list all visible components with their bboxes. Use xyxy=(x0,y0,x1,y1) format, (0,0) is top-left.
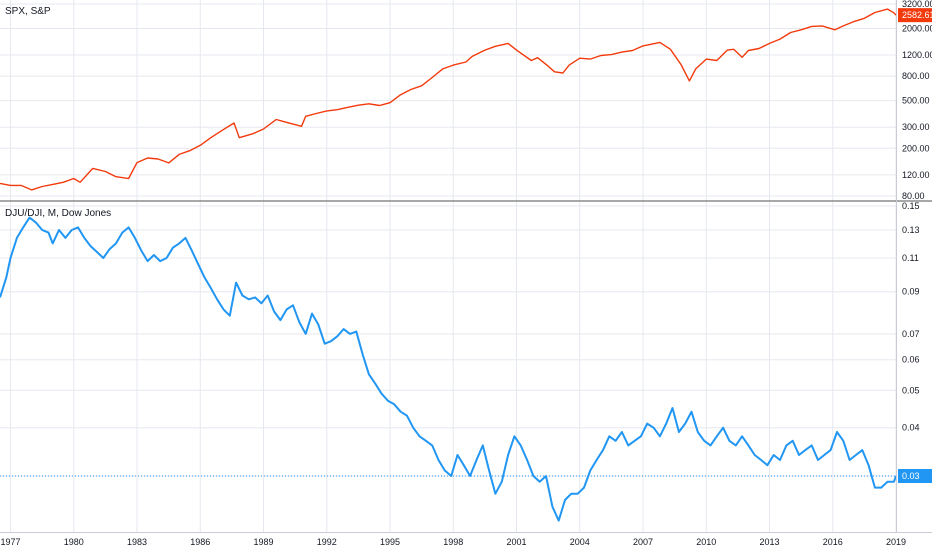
year-tick-label: 2013 xyxy=(759,537,779,547)
ratio-pane-title: DJU/DJI, M, Dow Jones xyxy=(5,208,111,219)
year-tick-label: 2001 xyxy=(507,537,527,547)
spx-price-tick-label: 300.00 xyxy=(902,122,930,132)
ratio-price-tick-label: 0.04 xyxy=(902,423,920,433)
ratio-price-tick-label: 0.06 xyxy=(902,355,920,365)
year-tick-label: 1986 xyxy=(190,537,210,547)
spx-grid xyxy=(0,0,897,201)
spx-pane[interactable]: SPX, S&P xyxy=(0,0,897,201)
ratio-price-tick-label: 0.05 xyxy=(902,385,920,395)
ratio-last-value-label: 0.03 xyxy=(902,471,920,481)
spx-series xyxy=(0,8,897,191)
spx-price-tick-label: 120.00 xyxy=(902,170,930,180)
year-tick-label: 1998 xyxy=(443,537,463,547)
year-tick-label: 2004 xyxy=(570,537,590,547)
ratio-series-line[interactable] xyxy=(0,216,897,522)
spx-price-tick-label: 1200.00 xyxy=(902,50,932,60)
ratio-price-tick-label: 0.13 xyxy=(902,225,920,235)
ratio-pane[interactable]: DJU/DJI, M, Dow Jones xyxy=(0,202,897,532)
year-tick-label: 2007 xyxy=(633,537,653,547)
spx-price-tick-label: 80.00 xyxy=(902,191,925,201)
year-tick-label: 2016 xyxy=(823,537,843,547)
ratio-price-tick-label: 0.07 xyxy=(902,329,920,339)
ratio-price-tick-label: 0.15 xyxy=(902,201,920,211)
ratio-price-tick-label: 0.09 xyxy=(902,287,920,297)
last-value-badges: 2582.61 0.03 xyxy=(898,8,932,483)
year-tick-label: 1992 xyxy=(317,537,337,547)
spx-price-tick-label: 500.00 xyxy=(902,96,930,106)
spx-price-axis[interactable]: 3200.00 2000.00 1200.00 800.00 500.00 300.00 2… xyxy=(902,0,932,201)
ratio-series xyxy=(0,216,897,522)
ratio-grid xyxy=(0,202,897,532)
ratio-last-value-badge xyxy=(898,469,932,483)
year-tick-label: 1983 xyxy=(127,537,147,547)
spx-pane-title: SPX, S&P xyxy=(5,6,51,17)
ratio-price-tick-label: 0.11 xyxy=(902,253,919,263)
year-tick-label: 1980 xyxy=(64,537,84,547)
spx-price-tick-label: 2000.00 xyxy=(902,23,932,33)
time-axis[interactable]: 1977 1980 1983 1986 1989 1992 1995 1998 2001 2004… xyxy=(1,537,906,547)
year-tick-label: 1977 xyxy=(1,537,21,547)
spx-last-value-label: 2582.61 xyxy=(902,10,932,20)
year-tick-label: 1989 xyxy=(254,537,274,547)
spx-price-tick-label: 3200.00 xyxy=(902,0,932,9)
spx-price-tick-label: 800.00 xyxy=(902,71,930,81)
spx-price-tick-label: 200.00 xyxy=(902,143,930,153)
year-tick-label: 1995 xyxy=(380,537,400,547)
year-tick-label: 2019 xyxy=(886,537,906,547)
year-tick-label: 2010 xyxy=(696,537,716,547)
spx-last-value-badge xyxy=(898,8,932,23)
spx-series-line[interactable] xyxy=(0,8,897,191)
